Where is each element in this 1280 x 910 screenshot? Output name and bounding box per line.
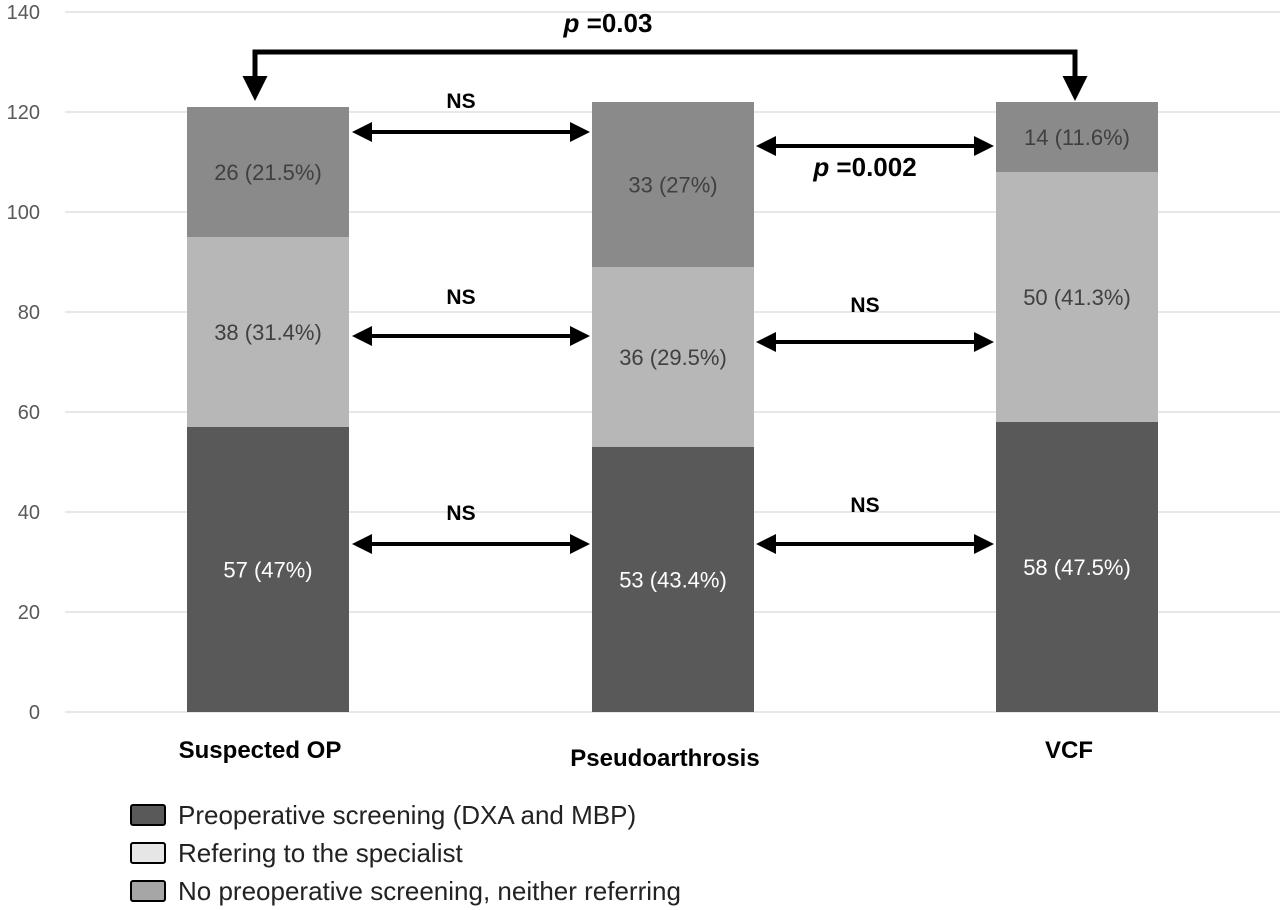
data-label: 36 (29.5%): [619, 345, 727, 370]
legend-item-referring: Refering to the specialist: [130, 834, 681, 872]
x-category-label: VCF: [1045, 737, 1093, 764]
y-tick-label: 100: [7, 202, 40, 224]
legend-item-screening: Preoperative screening (DXA and MBP): [130, 796, 681, 834]
bar-segment: [187, 237, 349, 427]
significance-label: NS: [850, 494, 879, 517]
x-category-label: Suspected OP: [179, 737, 342, 764]
comparison-arrows: NS NS NS NS NS p =0.002 p =0.03: [242, 8, 1088, 554]
y-tick-label: 60: [18, 402, 40, 424]
bar-segment: [996, 102, 1158, 172]
legend-label: Refering to the specialist: [178, 837, 463, 868]
data-label: 57 (47%): [223, 558, 312, 583]
data-label: 14 (11.6%): [1024, 125, 1130, 150]
significance-label: NS: [446, 90, 475, 113]
bar-segment: [592, 267, 754, 447]
significance-label: p =0.002: [812, 152, 916, 182]
y-tick-label: 140: [7, 2, 40, 24]
data-label: 58 (47.5%): [1023, 555, 1131, 580]
bracket-arrow: [242, 49, 1088, 101]
data-label: 33 (27%): [628, 173, 717, 198]
x-category-label: Pseudoarthrosis: [570, 745, 759, 772]
data-label: 53 (43.4%): [619, 568, 727, 593]
significance-label: NS: [446, 502, 475, 525]
legend-label: Preoperative screening (DXA and MBP): [178, 799, 637, 830]
significance-label: NS: [850, 294, 879, 317]
legend-swatch: [130, 804, 166, 826]
legend-swatch: [130, 880, 166, 902]
segment-labels: 57 (47%) 38 (31.4%) 26 (21.5%) 53 (43.4%) 36…: [214, 125, 1131, 593]
data-label: 38 (31.4%): [214, 320, 322, 345]
category-labels: Suspected OP Pseudoarthrosis VCF: [179, 737, 1093, 772]
significance-label: NS: [446, 286, 475, 309]
bar-segment: [592, 102, 754, 267]
legend: Preoperative screening (DXA and MBP) Ref…: [130, 796, 681, 910]
legend-swatch: [130, 842, 166, 864]
y-tick-label: 120: [7, 102, 40, 124]
y-tick-label: 80: [18, 302, 40, 324]
significance-label: p =0.03: [563, 8, 653, 38]
y-tick-label: 20: [18, 602, 40, 624]
y-axis-ticks: 0 20 40 60 80 100 120 140: [7, 2, 40, 724]
bar-segment: [592, 447, 754, 712]
stacked-bar-chart: 0 20 40 60 80 100 120 140 57 (47%) 38 (31.4%) 26 …: [7, 2, 1280, 772]
data-label: 50 (41.3%): [1023, 285, 1131, 310]
bar-segment: [187, 107, 349, 237]
y-tick-label: 40: [18, 502, 40, 524]
bar-segment: [996, 422, 1158, 712]
bar-segment: [996, 172, 1158, 422]
data-label: 26 (21.5%): [214, 160, 322, 185]
legend-item-no-screening: No preoperative screening, neither refer…: [130, 872, 681, 910]
legend-label: No preoperative screening, neither refer…: [178, 875, 681, 906]
y-tick-label: 0: [29, 702, 40, 724]
bars: [187, 102, 1158, 712]
bar-segment: [187, 427, 349, 712]
